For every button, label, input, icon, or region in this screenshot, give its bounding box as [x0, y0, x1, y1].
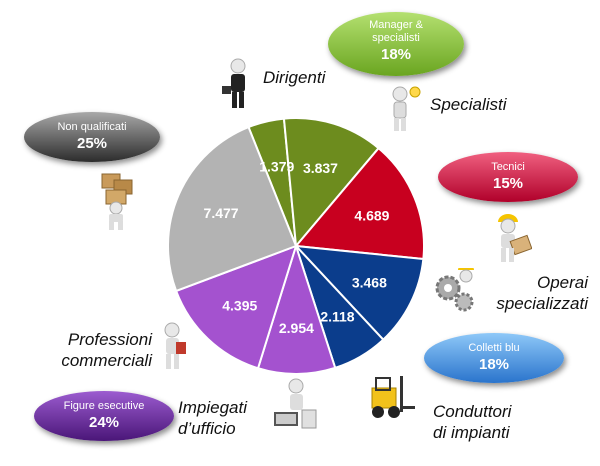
pill-nonqual-line1: Non qualificati — [57, 121, 127, 133]
pill-tecnici: Tecnici 15% — [438, 152, 578, 202]
label-impiegati-line1: Impiegati — [178, 398, 247, 417]
label-specialisti: Specialisti — [430, 95, 507, 114]
pill-colletti-percent: 18% — [478, 356, 510, 373]
gears-worker-figure-icon — [435, 268, 474, 312]
label-operai-line1: Operai — [536, 273, 588, 292]
pie-slice-label-4: 2.118 — [320, 309, 354, 325]
pill-tecnici-line1: Tecnici — [491, 161, 525, 173]
label-professioni-line2: commerciali — [61, 351, 152, 370]
pill-non-qualificati: Non qualificati 25% — [24, 112, 160, 162]
label-operai-line2: specializzati — [496, 294, 588, 313]
pie-slice-2 — [294, 146, 425, 261]
pie-slice-label-6: 4.395 — [222, 298, 257, 314]
pie-slice-1 — [282, 117, 380, 249]
pill-manager-percent: 18% — [380, 46, 412, 63]
label-dirigenti: Dirigenti — [263, 68, 326, 87]
pie-slice-5 — [256, 242, 337, 375]
office-worker-figure-icon — [274, 378, 317, 429]
label-conduttori-line2: di impianti — [433, 423, 510, 442]
label-impiegati: Impiegati d’ufficio — [178, 397, 247, 439]
carrier-boxes-figure-icon — [101, 173, 133, 230]
pie-slice-7 — [167, 125, 298, 293]
pill-manager-line2: specialisti — [372, 32, 420, 44]
pie-slice-label-7: 7.477 — [204, 205, 239, 221]
pie-slice-label-3: 3.468 — [352, 274, 387, 290]
pill-figure-percent: 24% — [88, 414, 120, 431]
pill-colletti-blu: Colletti blu 18% — [424, 333, 564, 383]
pie-slice-label-5: 2.954 — [279, 320, 314, 336]
label-impiegati-line2: d’ufficio — [178, 419, 236, 438]
label-conduttori-line1: Conduttori — [433, 402, 512, 421]
pill-figure-line1: Figure esecutive — [63, 400, 145, 412]
specialist-bulb-figure-icon — [392, 86, 421, 131]
pie-slice-label-0: 1.379 — [259, 158, 294, 174]
pill-colletti-line1: Colletti blu — [468, 342, 520, 354]
manager-figure-icon — [222, 58, 246, 108]
pill-manager-line1: Manager & — [369, 19, 423, 31]
pill-manager-specialisti: Manager & specialisti 18% — [328, 12, 464, 76]
pie-slice-6 — [174, 244, 298, 370]
label-professioni: Professioni commerciali — [30, 329, 152, 371]
forklift-icon — [371, 376, 415, 418]
pie-slice-label-1: 3.837 — [303, 160, 338, 176]
pill-figure-esecutive: Figure esecutive 24% — [34, 391, 174, 441]
pill-nonqual-percent: 25% — [76, 135, 108, 152]
pill-tecnici-percent: 15% — [492, 175, 524, 192]
technician-figure-icon — [498, 214, 532, 262]
sales-figure-icon — [164, 322, 186, 369]
label-professioni-line1: Professioni — [67, 330, 152, 349]
pie-slice-3 — [293, 244, 425, 342]
label-conduttori: Conduttori di impianti — [433, 401, 511, 443]
label-operai: Operai specializzati — [470, 272, 588, 314]
pie-slice-label-2: 4.689 — [354, 207, 389, 223]
